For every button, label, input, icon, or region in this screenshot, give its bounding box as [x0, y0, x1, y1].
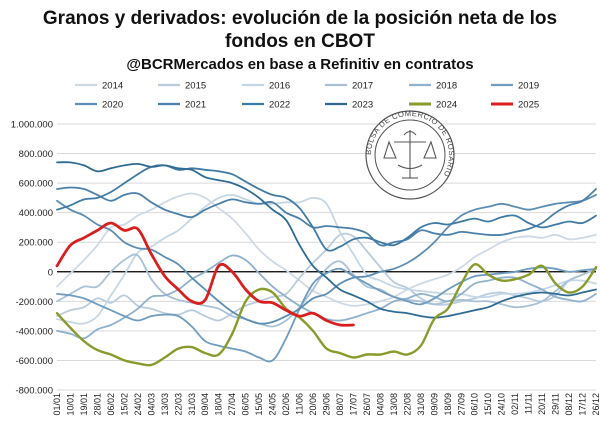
x-tick-label: 15/02: [119, 393, 129, 416]
series-line-2017: [56, 253, 597, 328]
x-tick-label: 17/07: [348, 393, 358, 416]
x-tick-label: 20/11: [537, 393, 547, 415]
series-line-2023: [56, 161, 597, 319]
x-tick-label: 18/04: [214, 393, 224, 416]
x-tick-label: 17/12: [578, 393, 588, 416]
legend-label-2025: 2025: [518, 100, 539, 111]
x-tick-label: 06/10: [470, 393, 480, 416]
legend-label-2018: 2018: [436, 81, 457, 92]
legend-label-2019: 2019: [518, 81, 539, 92]
chart-title-line1: Granos y derivados: evolución de la posi…: [42, 8, 558, 29]
series-line-2021: [56, 186, 597, 247]
x-tick-label: 09/09: [429, 393, 439, 416]
chart-title-line2: fondos en CBOT: [225, 31, 375, 52]
x-tick-label: 09/04: [200, 393, 210, 416]
series-line-2014: [56, 192, 597, 307]
x-tick-label: 06/02: [106, 393, 116, 416]
x-tick-label: 18/09: [443, 393, 453, 416]
y-tick-label: -600.000: [15, 356, 53, 367]
x-tick-label: 26/07: [362, 393, 372, 416]
legend-label-2023: 2023: [352, 100, 373, 111]
legend-label-2016: 2016: [269, 81, 290, 92]
series-line-2024: [55, 263, 598, 367]
x-tick-label: 15/05: [254, 393, 264, 416]
x-tick-label: 11/06: [295, 393, 305, 415]
y-tick-label: 0: [48, 267, 53, 278]
x-tick-label: 27/09: [456, 393, 466, 416]
x-axis: 01/01 10/01 19/01 28/01 06/02 15/02 24/02 04/03…: [52, 393, 600, 416]
x-tick-label: 02/06: [281, 393, 291, 416]
y-axis: -800.000 -600.000 -400.000 -200.000 0 200.000…: [11, 120, 53, 397]
x-tick-label: 29/11: [551, 393, 561, 415]
chart-subtitle: @BCRMercados en base a Refinitiv en cont…: [126, 56, 474, 73]
x-tick-label: 13/08: [389, 393, 399, 416]
x-tick-label: 31/03: [187, 393, 197, 416]
legend-label-2015: 2015: [185, 81, 206, 92]
x-tick-label: 06/05: [241, 393, 251, 416]
x-tick-label: 28/01: [92, 393, 102, 416]
series-line-2025: [55, 221, 355, 327]
x-tick-label: 04/03: [146, 393, 156, 416]
legend-label-2022: 2022: [269, 100, 290, 111]
y-tick-label: 400.000: [19, 208, 53, 219]
x-tick-label: 10/01: [65, 393, 75, 416]
x-tick-label: 11/11: [524, 393, 534, 414]
x-tick-label: 04/08: [375, 393, 385, 416]
x-tick-label: 02/11: [510, 393, 520, 415]
x-tick-label: 01/01: [52, 393, 62, 416]
y-tick-label: 600.000: [19, 179, 53, 190]
x-tick-label: 20/06: [308, 393, 318, 416]
y-tick-label: -200.000: [15, 297, 53, 308]
legend-label-2020: 2020: [102, 100, 123, 111]
y-tick-label: -800.000: [15, 386, 53, 397]
x-tick-label: 08/12: [564, 393, 574, 416]
series-line-2019: [56, 266, 597, 363]
x-tick-label: 08/07: [335, 393, 345, 416]
series-line-2016: [56, 193, 597, 325]
x-tick-label: 15/10: [483, 393, 493, 416]
x-tick-label: 31/08: [416, 393, 426, 416]
y-tick-label: 800.000: [19, 149, 53, 160]
x-tick-label: 22/03: [173, 393, 183, 416]
y-tick-label: 1.000.000: [11, 120, 53, 131]
x-tick-label: 26/12: [591, 393, 600, 416]
x-tick-label: 24/10: [497, 393, 507, 416]
legend: 2014 2015 2016 2017 2018 2019 2020 2021 2022 2023…: [75, 81, 539, 111]
legend-label-2017: 2017: [352, 81, 373, 92]
x-tick-label: 27/04: [227, 393, 237, 416]
legend-label-2024: 2024: [436, 100, 457, 111]
x-tick-label: 29/06: [322, 393, 332, 416]
x-tick-label: 22/08: [402, 393, 412, 416]
series-lines: [55, 161, 598, 367]
x-tick-label: 13/03: [160, 393, 170, 416]
series-line-2020: [56, 194, 597, 325]
bcr-logo: BOLSA DE COMERCIO DE ROSARIO: [364, 109, 456, 200]
x-tick-label: 24/05: [268, 393, 278, 416]
legend-label-2014: 2014: [102, 81, 123, 92]
x-tick-label: 24/02: [133, 393, 143, 416]
series-line-2022: [56, 164, 597, 252]
y-tick-label: 200.000: [19, 238, 53, 249]
legend-label-2021: 2021: [185, 100, 206, 111]
x-tick-label: 19/01: [79, 393, 89, 416]
y-tick-label: -400.000: [15, 326, 53, 337]
